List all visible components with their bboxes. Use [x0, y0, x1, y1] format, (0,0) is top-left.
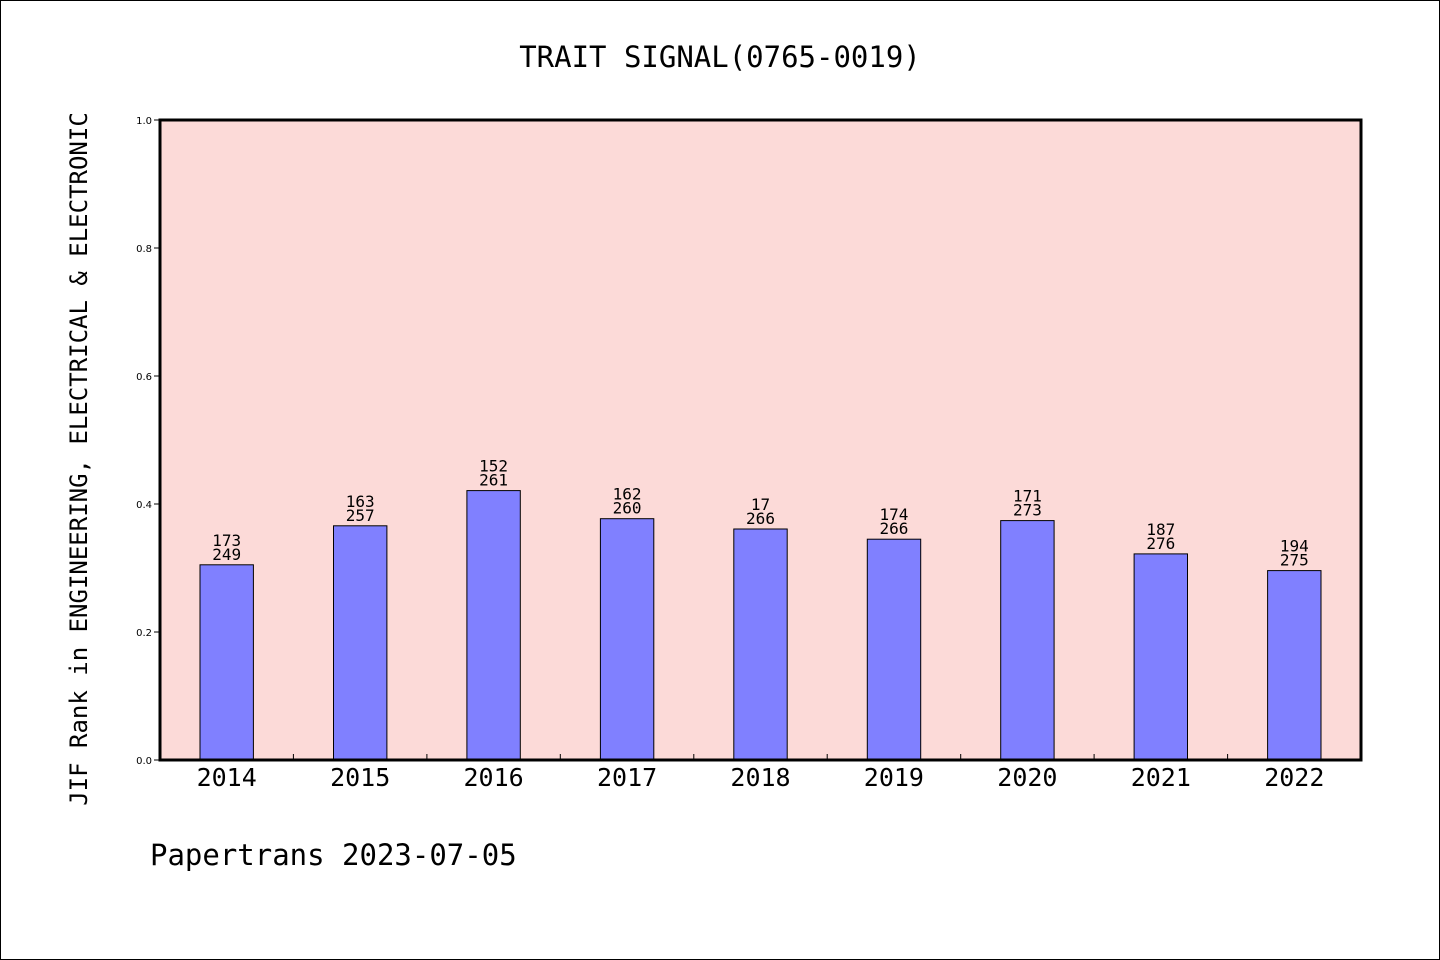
- rank-label: 162: [613, 485, 642, 504]
- bar: [333, 525, 388, 761]
- x-tick-label: 2021: [1131, 763, 1191, 792]
- y-axis-label: JIF Rank in ENGINEERING, ELECTRICAL & EL…: [65, 112, 93, 806]
- footer-text: Papertrans 2023-07-05: [150, 838, 517, 872]
- rank-label: 17: [751, 495, 770, 514]
- bar: [1133, 553, 1188, 761]
- bar: [599, 518, 655, 761]
- x-ticks-group: 2014 2015 2016 2017 2018 2019 2020 2021 2022: [197, 754, 1324, 792]
- bar: [866, 538, 922, 761]
- bar: [1000, 520, 1055, 761]
- x-tick-label: 2018: [730, 763, 790, 792]
- rank-label: 152: [479, 457, 508, 476]
- total-label: 275: [1280, 551, 1309, 570]
- bar: [199, 564, 254, 761]
- x-tick-label: 2019: [864, 763, 924, 792]
- x-tick-label: 2016: [463, 763, 523, 792]
- y-tick-label: 0.4: [136, 500, 152, 511]
- plot-border: [158, 118, 1363, 762]
- total-label: 266: [746, 509, 775, 528]
- rank-label: 194: [1280, 537, 1309, 556]
- x-tick-label: 2014: [197, 763, 257, 792]
- y-ticks-group: 0.0 0.2 0.4 0.6 0.8 1.0: [136, 116, 160, 767]
- total-label: 261: [479, 471, 508, 490]
- y-tick-label: 0.6: [136, 372, 152, 383]
- total-label: 273: [1013, 501, 1042, 520]
- x-tick-label: 2020: [997, 763, 1057, 792]
- y-tick-label: 1.0: [136, 116, 152, 127]
- rank-label: 163: [346, 492, 375, 511]
- x-tick-label: 2015: [330, 763, 390, 792]
- rank-label: 171: [1013, 487, 1042, 506]
- rank-label: 174: [879, 505, 908, 524]
- rank-label: 187: [1146, 520, 1175, 539]
- total-label: 276: [1146, 534, 1175, 553]
- total-label: 257: [346, 506, 375, 525]
- y-tick-label: 0.0: [136, 756, 152, 767]
- bars-group: [199, 490, 1322, 761]
- bar: [1267, 570, 1322, 761]
- total-label: 266: [879, 519, 908, 538]
- chart-title: TRAIT SIGNAL(0765-0019): [519, 40, 921, 74]
- total-label: 260: [613, 499, 642, 518]
- x-tick-label: 2022: [1264, 763, 1324, 792]
- rank-label: 173: [212, 531, 241, 550]
- bar: [733, 528, 788, 761]
- bar: [466, 490, 521, 761]
- x-tick-label: 2017: [597, 763, 657, 792]
- total-label: 249: [212, 545, 241, 564]
- y-tick-label: 0.8: [136, 244, 152, 255]
- y-tick-label: 0.2: [136, 628, 152, 639]
